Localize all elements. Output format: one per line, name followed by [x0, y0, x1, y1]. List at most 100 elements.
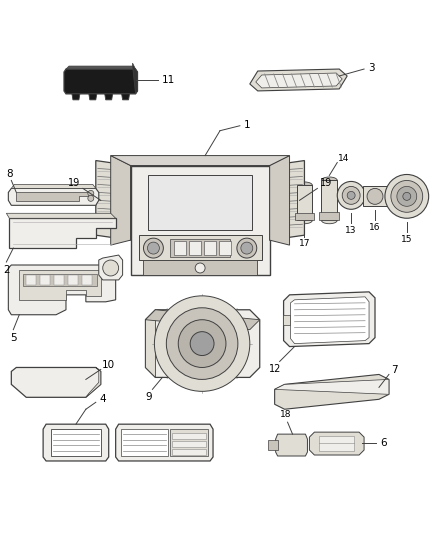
- Circle shape: [385, 174, 429, 218]
- Text: 5: 5: [10, 333, 17, 343]
- Polygon shape: [64, 69, 138, 94]
- Circle shape: [342, 187, 360, 204]
- Circle shape: [347, 191, 355, 199]
- Text: 16: 16: [369, 223, 381, 232]
- Text: 11: 11: [162, 75, 175, 85]
- Polygon shape: [8, 188, 99, 205]
- Polygon shape: [66, 66, 135, 69]
- Polygon shape: [144, 260, 257, 275]
- Polygon shape: [321, 181, 337, 220]
- Circle shape: [195, 263, 205, 273]
- Ellipse shape: [297, 217, 312, 224]
- Polygon shape: [9, 218, 116, 248]
- Circle shape: [241, 242, 253, 254]
- Polygon shape: [283, 315, 290, 325]
- Polygon shape: [256, 73, 342, 88]
- Polygon shape: [276, 434, 307, 456]
- Text: 19: 19: [68, 179, 80, 189]
- Polygon shape: [105, 94, 113, 100]
- Polygon shape: [111, 156, 290, 166]
- Polygon shape: [283, 292, 375, 346]
- Polygon shape: [96, 160, 131, 240]
- Polygon shape: [172, 433, 206, 439]
- Text: 9: 9: [145, 392, 152, 402]
- Polygon shape: [54, 275, 64, 285]
- Text: 4: 4: [99, 394, 106, 405]
- Polygon shape: [116, 424, 213, 461]
- Polygon shape: [145, 310, 260, 330]
- Polygon shape: [11, 367, 101, 397]
- Circle shape: [144, 238, 163, 258]
- Text: 8: 8: [6, 169, 13, 180]
- Polygon shape: [309, 432, 364, 455]
- Circle shape: [155, 296, 250, 391]
- Polygon shape: [270, 160, 304, 240]
- Polygon shape: [250, 69, 347, 91]
- Text: 2: 2: [3, 265, 10, 275]
- Polygon shape: [189, 241, 201, 255]
- Circle shape: [397, 187, 417, 206]
- Circle shape: [103, 260, 119, 276]
- Text: 14: 14: [338, 154, 349, 163]
- Polygon shape: [219, 241, 231, 255]
- Polygon shape: [204, 241, 216, 255]
- Polygon shape: [68, 275, 78, 285]
- Polygon shape: [86, 367, 101, 397]
- Polygon shape: [172, 441, 206, 447]
- Polygon shape: [16, 192, 89, 201]
- Ellipse shape: [321, 177, 337, 184]
- Text: 10: 10: [102, 360, 115, 370]
- Polygon shape: [170, 239, 230, 257]
- Circle shape: [190, 332, 214, 356]
- Circle shape: [237, 238, 257, 258]
- Polygon shape: [99, 255, 123, 280]
- Polygon shape: [270, 156, 290, 245]
- Polygon shape: [40, 275, 50, 285]
- Ellipse shape: [321, 217, 337, 224]
- Polygon shape: [89, 94, 97, 100]
- Circle shape: [88, 196, 94, 201]
- Polygon shape: [19, 270, 101, 300]
- Polygon shape: [23, 274, 97, 286]
- Polygon shape: [26, 275, 36, 285]
- Text: 19: 19: [320, 179, 332, 189]
- Polygon shape: [294, 213, 314, 220]
- Text: 17: 17: [299, 239, 310, 248]
- Polygon shape: [51, 429, 101, 456]
- Polygon shape: [148, 175, 252, 230]
- Polygon shape: [290, 297, 369, 344]
- Polygon shape: [7, 213, 116, 218]
- Polygon shape: [275, 375, 389, 409]
- Circle shape: [403, 192, 411, 200]
- Polygon shape: [297, 185, 312, 220]
- Text: 12: 12: [269, 365, 282, 375]
- Text: 7: 7: [392, 366, 398, 375]
- Polygon shape: [174, 241, 186, 255]
- Text: 13: 13: [346, 225, 357, 235]
- Circle shape: [88, 190, 94, 196]
- Polygon shape: [122, 94, 130, 100]
- Text: 1: 1: [244, 120, 250, 130]
- Circle shape: [367, 188, 383, 204]
- Polygon shape: [172, 449, 206, 455]
- Circle shape: [391, 181, 423, 212]
- Circle shape: [166, 308, 238, 379]
- Polygon shape: [275, 379, 389, 394]
- Circle shape: [337, 181, 365, 209]
- Polygon shape: [8, 265, 116, 315]
- Polygon shape: [82, 275, 92, 285]
- Polygon shape: [131, 166, 270, 275]
- Polygon shape: [120, 429, 168, 456]
- Polygon shape: [363, 187, 387, 206]
- Polygon shape: [138, 235, 262, 260]
- Circle shape: [178, 320, 226, 367]
- Circle shape: [148, 242, 159, 254]
- Polygon shape: [133, 63, 138, 94]
- Text: 3: 3: [368, 63, 374, 73]
- Polygon shape: [145, 310, 260, 377]
- Text: 18: 18: [280, 410, 291, 419]
- Polygon shape: [11, 184, 96, 188]
- Polygon shape: [268, 440, 278, 450]
- Polygon shape: [170, 429, 208, 456]
- Polygon shape: [72, 94, 80, 100]
